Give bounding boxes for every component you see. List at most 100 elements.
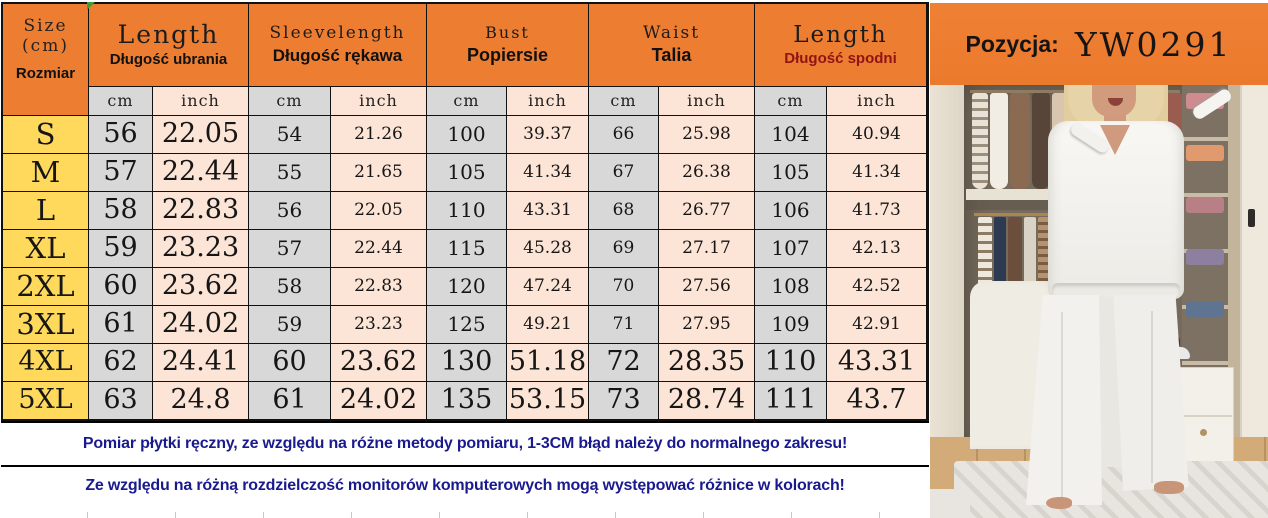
- measure-cell: 59: [249, 306, 331, 344]
- measure-cell: 111: [755, 382, 827, 420]
- measure-cell: 71: [589, 306, 659, 344]
- header-length-top: Length Długość ubrania: [89, 4, 249, 87]
- measure-cell: 24.8: [153, 382, 249, 420]
- size-header-en: Size: [23, 16, 68, 36]
- measure-cell: 68: [589, 192, 659, 230]
- unit-inch: inch: [153, 87, 249, 116]
- measure-cell: 115: [427, 230, 507, 268]
- measure-cell: 39.37: [507, 116, 589, 154]
- measure-cell: 28.35: [659, 344, 755, 382]
- measure-cell: 67: [589, 154, 659, 192]
- header-length-pl: Długość ubrania: [109, 51, 228, 69]
- size-header-pl: Rozmiar: [15, 65, 76, 82]
- unit-inch: inch: [507, 87, 589, 116]
- measure-cell: 106: [755, 192, 827, 230]
- measure-cell: 24.02: [153, 306, 249, 344]
- measure-cell: 26.38: [659, 154, 755, 192]
- size-label-M: M: [3, 154, 89, 192]
- measure-cell: 22.05: [153, 116, 249, 154]
- measure-cell: 110: [755, 344, 827, 382]
- note-color-difference: Ze względu na różną rozdzielczość monito…: [85, 476, 845, 494]
- unit-cm: cm: [89, 87, 153, 116]
- unit-inch: inch: [659, 87, 755, 116]
- unit-cm: cm: [755, 87, 827, 116]
- measure-cell: 43.7: [827, 382, 927, 420]
- header-length-en: Length: [117, 20, 220, 49]
- measure-cell: 130: [427, 344, 507, 382]
- folded-clothes: [1186, 301, 1224, 317]
- measure-cell: 58: [249, 268, 331, 306]
- measure-cell: 25.98: [659, 116, 755, 154]
- measure-cell: 22.83: [153, 192, 249, 230]
- measure-cell: 51.18: [507, 344, 589, 382]
- size-label-XL: XL: [3, 230, 89, 268]
- measure-cell: 69: [589, 230, 659, 268]
- measure-cell: 61: [89, 306, 153, 344]
- measure-cell: 56: [89, 116, 153, 154]
- size-label-3XL: 3XL: [3, 306, 89, 344]
- measure-cell: 105: [427, 154, 507, 192]
- measure-cell: 23.23: [153, 230, 249, 268]
- measure-cell: 60: [249, 344, 331, 382]
- hanging-garment: [1032, 93, 1050, 189]
- measure-cell: 27.17: [659, 230, 755, 268]
- hanging-garment: [1010, 93, 1030, 189]
- unit-inch: inch: [827, 87, 927, 116]
- model-foot-left: [1046, 497, 1072, 509]
- door-handle: [1248, 209, 1255, 227]
- folded-clothes: [1186, 145, 1224, 161]
- measure-cell: 66: [589, 116, 659, 154]
- measure-cell: 42.52: [827, 268, 927, 306]
- header-pants-pl: Długość spodni: [784, 50, 897, 68]
- measure-cell: 41.73: [827, 192, 927, 230]
- measure-cell: 62: [89, 344, 153, 382]
- measure-cell: 49.21: [507, 306, 589, 344]
- header-pants-en: Length: [793, 22, 888, 49]
- header-waist-pl: Talia: [651, 45, 692, 66]
- header-bust-pl: Popiersie: [466, 44, 549, 65]
- measure-cell: 43.31: [507, 192, 589, 230]
- curtain-panel: [930, 85, 964, 445]
- measure-cell: 42.13: [827, 230, 927, 268]
- spreadsheet-artifact: [87, 2, 95, 10]
- measure-cell: 108: [755, 268, 827, 306]
- measure-cell: 43.31: [827, 344, 927, 382]
- measure-cell: 60: [89, 268, 153, 306]
- unit-cm: cm: [249, 87, 331, 116]
- position-label: Pozycja:: [965, 30, 1059, 57]
- measure-cell: 125: [427, 306, 507, 344]
- folded-clothes: [1186, 249, 1224, 265]
- sweatshirt-hem: [1052, 283, 1180, 297]
- measure-cell: 120: [427, 268, 507, 306]
- measure-cell: 27.56: [659, 268, 755, 306]
- header-length-pants: Length Długość spodni: [755, 4, 927, 87]
- header-sleevelength: Sleevelength Długość rękawa: [249, 4, 427, 87]
- unit-cm: cm: [427, 87, 507, 116]
- measure-cell: 73: [589, 382, 659, 420]
- measure-cell: 42.91: [827, 306, 927, 344]
- measure-cell: 47.24: [507, 268, 589, 306]
- size-label-4XL: 4XL: [3, 344, 89, 382]
- header-waist-en: Waist: [642, 22, 701, 43]
- measure-cell: 22.05: [331, 192, 427, 230]
- model-foot-right: [1154, 481, 1184, 494]
- note-measurement: Pomiar płytki ręczny, ze względu na różn…: [1, 421, 929, 467]
- measure-cell: 57: [249, 230, 331, 268]
- measure-cell: 100: [427, 116, 507, 154]
- measure-cell: 61: [249, 382, 331, 420]
- model-smile: [1108, 98, 1123, 106]
- measure-cell: 58: [89, 192, 153, 230]
- area-rug-corner: [930, 489, 970, 518]
- measure-cell: 21.65: [331, 154, 427, 192]
- product-photo: [930, 85, 1268, 518]
- measure-cell: 21.26: [331, 116, 427, 154]
- size-label-5XL: 5XL: [3, 382, 89, 420]
- header-sleeve-en: Sleevelength: [269, 23, 406, 44]
- header-waist: Waist Talia: [589, 4, 755, 87]
- measure-cell: 59: [89, 230, 153, 268]
- measure-cell: 57: [89, 154, 153, 192]
- drawer-line: [1178, 415, 1232, 417]
- measure-cell: 41.34: [827, 154, 927, 192]
- measure-cell: 110: [427, 192, 507, 230]
